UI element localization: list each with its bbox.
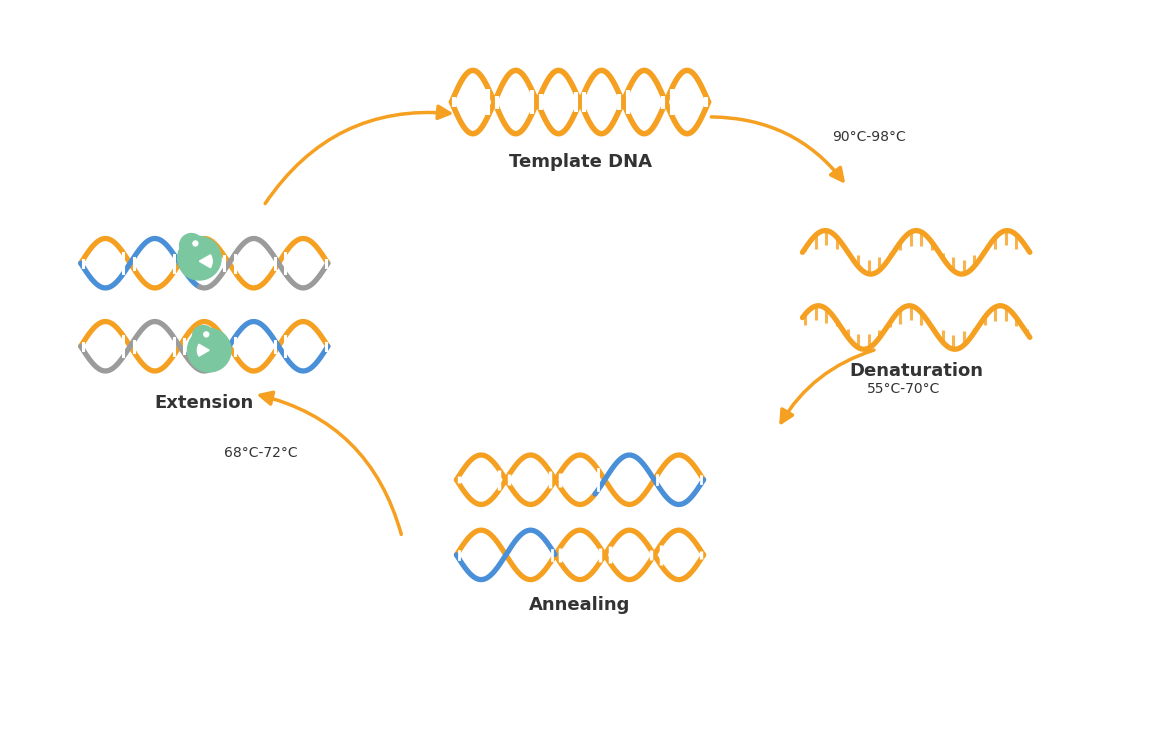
Circle shape [180,234,203,257]
Circle shape [193,241,197,246]
Circle shape [178,236,221,280]
Text: 68°C-72°C: 68°C-72°C [224,446,297,460]
Text: Template DNA: Template DNA [509,154,651,171]
Text: 90°C-98°C: 90°C-98°C [832,129,906,143]
Circle shape [187,328,231,372]
Text: Denaturation: Denaturation [849,362,983,380]
Circle shape [204,332,209,337]
Wedge shape [197,344,209,356]
Text: 55°C-70°C: 55°C-70°C [867,382,940,396]
Text: Annealing: Annealing [529,596,630,614]
Circle shape [193,325,214,347]
Text: Extension: Extension [154,394,254,412]
Wedge shape [200,255,212,268]
